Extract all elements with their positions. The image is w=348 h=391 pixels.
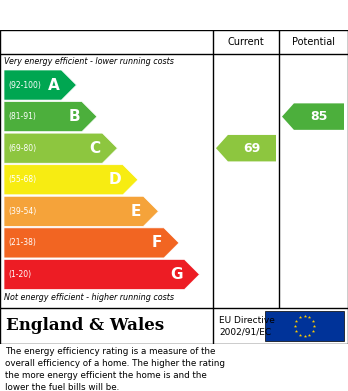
Text: The energy efficiency rating is a measure of the
overall efficiency of a home. T: The energy efficiency rating is a measur… xyxy=(5,347,225,391)
Text: England & Wales: England & Wales xyxy=(6,317,164,334)
Polygon shape xyxy=(282,103,344,130)
Text: (92-100): (92-100) xyxy=(8,81,41,90)
Polygon shape xyxy=(4,102,97,132)
Text: Not energy efficient - higher running costs: Not energy efficient - higher running co… xyxy=(4,293,174,302)
Text: Energy Efficiency Rating: Energy Efficiency Rating xyxy=(69,7,279,23)
Bar xyxy=(265,311,344,341)
Text: (1-20): (1-20) xyxy=(8,270,31,279)
Polygon shape xyxy=(4,228,179,258)
Polygon shape xyxy=(4,165,138,195)
Text: (55-68): (55-68) xyxy=(8,175,36,184)
Text: C: C xyxy=(89,141,101,156)
Text: (39-54): (39-54) xyxy=(8,207,36,216)
Polygon shape xyxy=(4,260,199,289)
Text: B: B xyxy=(68,109,80,124)
Polygon shape xyxy=(4,196,158,226)
Text: (21-38): (21-38) xyxy=(8,239,36,248)
Text: A: A xyxy=(48,77,60,93)
Text: F: F xyxy=(151,235,162,250)
Text: (81-91): (81-91) xyxy=(8,112,36,121)
Text: 69: 69 xyxy=(243,142,261,155)
Polygon shape xyxy=(4,133,117,163)
Text: E: E xyxy=(131,204,141,219)
Text: Potential: Potential xyxy=(292,37,335,47)
Polygon shape xyxy=(216,135,276,161)
Text: D: D xyxy=(108,172,121,187)
Text: G: G xyxy=(170,267,182,282)
Polygon shape xyxy=(4,70,77,100)
Text: Very energy efficient - lower running costs: Very energy efficient - lower running co… xyxy=(4,57,174,66)
Text: (69-80): (69-80) xyxy=(8,143,36,152)
Text: Current: Current xyxy=(228,37,264,47)
Text: 85: 85 xyxy=(310,110,327,123)
Text: EU Directive
2002/91/EC: EU Directive 2002/91/EC xyxy=(219,316,275,336)
